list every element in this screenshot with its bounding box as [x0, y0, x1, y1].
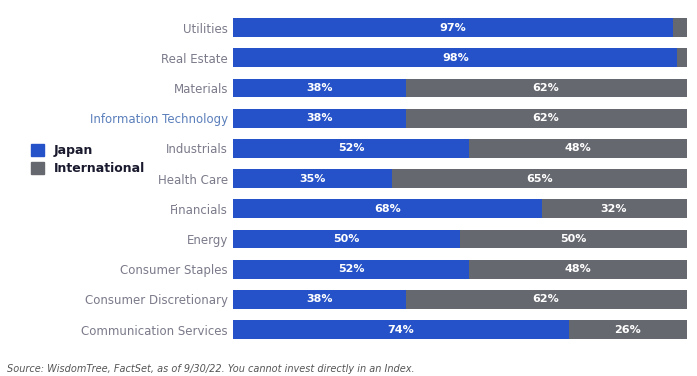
Bar: [469, 260, 687, 279]
Text: 35%: 35%: [300, 174, 326, 183]
Text: 52%: 52%: [338, 143, 365, 153]
Bar: [233, 79, 406, 97]
Bar: [673, 18, 687, 37]
Bar: [233, 49, 677, 67]
Text: 62%: 62%: [533, 83, 560, 93]
Bar: [233, 139, 469, 158]
Bar: [569, 320, 687, 339]
Text: 26%: 26%: [614, 324, 641, 335]
Text: 97%: 97%: [440, 23, 466, 33]
Text: 62%: 62%: [533, 294, 560, 305]
Bar: [406, 290, 687, 309]
Text: 52%: 52%: [338, 264, 365, 274]
Bar: [233, 320, 569, 339]
Text: 48%: 48%: [565, 264, 591, 274]
Text: 38%: 38%: [306, 113, 333, 123]
Bar: [460, 230, 687, 249]
Bar: [233, 290, 406, 309]
Bar: [677, 49, 687, 67]
Bar: [392, 169, 687, 188]
Text: 98%: 98%: [442, 53, 469, 63]
Text: 68%: 68%: [374, 204, 401, 214]
Bar: [233, 199, 542, 218]
Bar: [542, 199, 687, 218]
Text: 50%: 50%: [334, 234, 360, 244]
Legend: Japan, International: Japan, International: [31, 144, 145, 175]
Bar: [233, 18, 673, 37]
Text: 50%: 50%: [560, 234, 586, 244]
Bar: [233, 169, 392, 188]
Text: 38%: 38%: [306, 294, 333, 305]
Text: 62%: 62%: [533, 113, 560, 123]
Bar: [233, 230, 460, 249]
Text: 74%: 74%: [388, 324, 415, 335]
Text: Source: WisdomTree, FactSet, as of 9/30/22. You cannot invest directly in an Ind: Source: WisdomTree, FactSet, as of 9/30/…: [7, 364, 415, 374]
Text: 38%: 38%: [306, 83, 333, 93]
Bar: [233, 109, 406, 127]
Bar: [469, 139, 687, 158]
Bar: [406, 79, 687, 97]
Text: 32%: 32%: [601, 204, 627, 214]
Bar: [233, 260, 469, 279]
Text: 65%: 65%: [526, 174, 553, 183]
Text: 48%: 48%: [565, 143, 591, 153]
Bar: [406, 109, 687, 127]
